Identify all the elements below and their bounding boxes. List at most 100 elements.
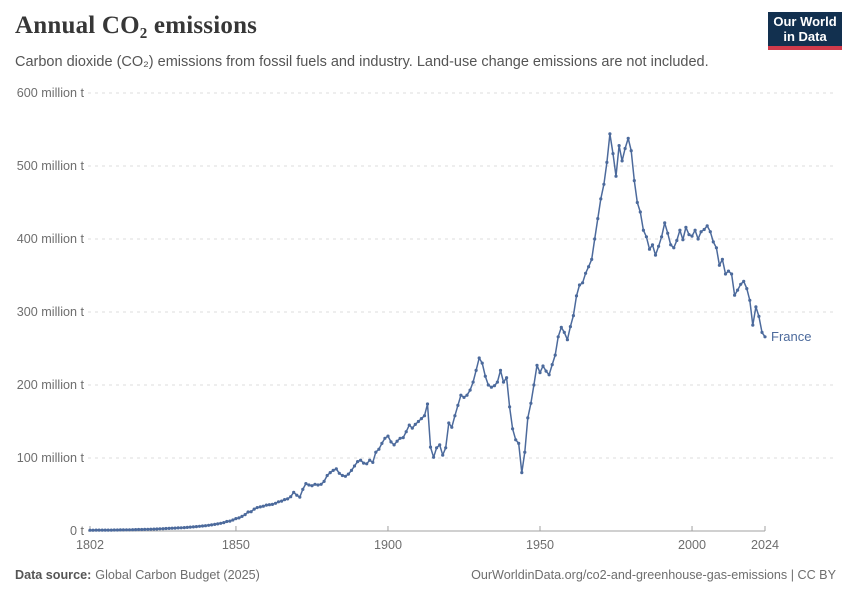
series-marker	[246, 510, 250, 514]
series-marker	[696, 237, 700, 241]
series-marker	[702, 227, 706, 232]
series-marker	[596, 217, 600, 221]
series-marker	[264, 503, 268, 507]
series-marker	[541, 364, 545, 368]
series-marker	[200, 524, 205, 528]
series-marker	[182, 526, 186, 530]
series-marker	[103, 528, 107, 532]
series-marker	[91, 528, 95, 532]
series-marker	[255, 506, 259, 510]
series-marker	[635, 200, 639, 205]
series-marker	[672, 246, 676, 250]
series-marker	[127, 528, 132, 532]
series-marker	[106, 528, 110, 532]
series-marker	[666, 231, 670, 235]
series-marker	[468, 388, 472, 392]
series-marker	[164, 526, 168, 531]
series-marker	[428, 445, 433, 449]
series-marker	[143, 527, 147, 532]
series-marker	[337, 471, 341, 475]
series-marker	[565, 338, 570, 342]
series-marker	[328, 471, 332, 475]
series-marker	[292, 490, 296, 494]
series-marker	[720, 257, 725, 261]
series-marker	[210, 523, 214, 527]
x-axis-tick-label: 1802	[76, 538, 104, 552]
series-marker	[407, 423, 411, 427]
series-marker	[733, 293, 737, 297]
series-marker	[717, 263, 722, 267]
data-source-label: Data source:	[15, 568, 92, 582]
series-label-france[interactable]: France	[771, 329, 811, 344]
series-marker	[669, 243, 673, 247]
series-marker	[653, 253, 658, 257]
series-marker	[705, 224, 709, 228]
series-marker	[742, 279, 746, 283]
series-marker	[623, 146, 627, 151]
series-marker	[346, 472, 350, 476]
series-marker	[614, 174, 618, 178]
series-marker	[605, 160, 609, 164]
series-marker	[571, 314, 576, 318]
series-line-france[interactable]	[89, 133, 766, 531]
series-marker	[131, 528, 135, 532]
owid-logo: Our World in Data	[768, 12, 842, 50]
series-marker	[562, 330, 566, 334]
series-marker	[283, 498, 287, 502]
series-marker	[237, 516, 241, 520]
data-source: Data source: Global Carbon Budget (2025)	[15, 568, 260, 582]
series-marker	[413, 422, 417, 426]
series-marker	[194, 525, 198, 529]
series-marker	[471, 380, 475, 384]
series-marker	[751, 323, 755, 327]
series-marker	[693, 228, 697, 232]
y-axis-tick-label: 300 million t	[17, 305, 85, 319]
series-marker	[173, 526, 177, 530]
series-marker	[736, 288, 740, 292]
series-marker	[498, 368, 503, 372]
chart-subtitle: Carbon dioxide (CO₂) emissions from foss…	[15, 54, 709, 70]
owid-logo-line2: in Data	[783, 29, 827, 44]
series-marker	[380, 441, 384, 445]
series-marker	[638, 210, 642, 214]
series-marker	[124, 528, 129, 532]
series-marker	[465, 393, 469, 397]
series-marker	[584, 271, 588, 275]
series-marker	[267, 503, 271, 507]
series-marker	[386, 434, 390, 438]
series-marker	[632, 179, 636, 183]
series-marker	[310, 484, 314, 488]
series-marker	[760, 330, 764, 334]
series-marker	[167, 526, 171, 531]
series-marker	[234, 517, 238, 521]
series-marker	[620, 159, 624, 163]
series-marker	[422, 414, 427, 418]
series-marker	[416, 419, 420, 424]
series-marker	[483, 374, 487, 378]
series-marker	[629, 149, 633, 153]
series-marker	[745, 287, 749, 291]
series-marker	[593, 237, 597, 241]
series-marker	[401, 436, 405, 440]
series-marker	[261, 504, 265, 508]
series-marker	[134, 528, 138, 532]
series-marker	[222, 521, 226, 525]
series-marker	[197, 524, 202, 528]
series-marker	[152, 527, 156, 531]
series-marker	[726, 269, 731, 273]
series-marker	[377, 447, 381, 451]
series-marker	[763, 335, 767, 339]
series-marker	[559, 325, 563, 329]
series-marker	[544, 369, 548, 373]
series-marker	[675, 238, 679, 243]
series-marker	[508, 405, 512, 409]
series-marker	[392, 443, 396, 447]
series-marker	[462, 395, 466, 399]
credit-link[interactable]: OurWorldinData.org/co2-and-greenhouse-ga…	[471, 568, 836, 582]
series-marker	[410, 426, 414, 430]
series-marker	[340, 473, 344, 478]
series-marker	[520, 471, 524, 475]
series-marker	[188, 525, 192, 529]
x-axis-tick-label: 1850	[222, 538, 250, 552]
